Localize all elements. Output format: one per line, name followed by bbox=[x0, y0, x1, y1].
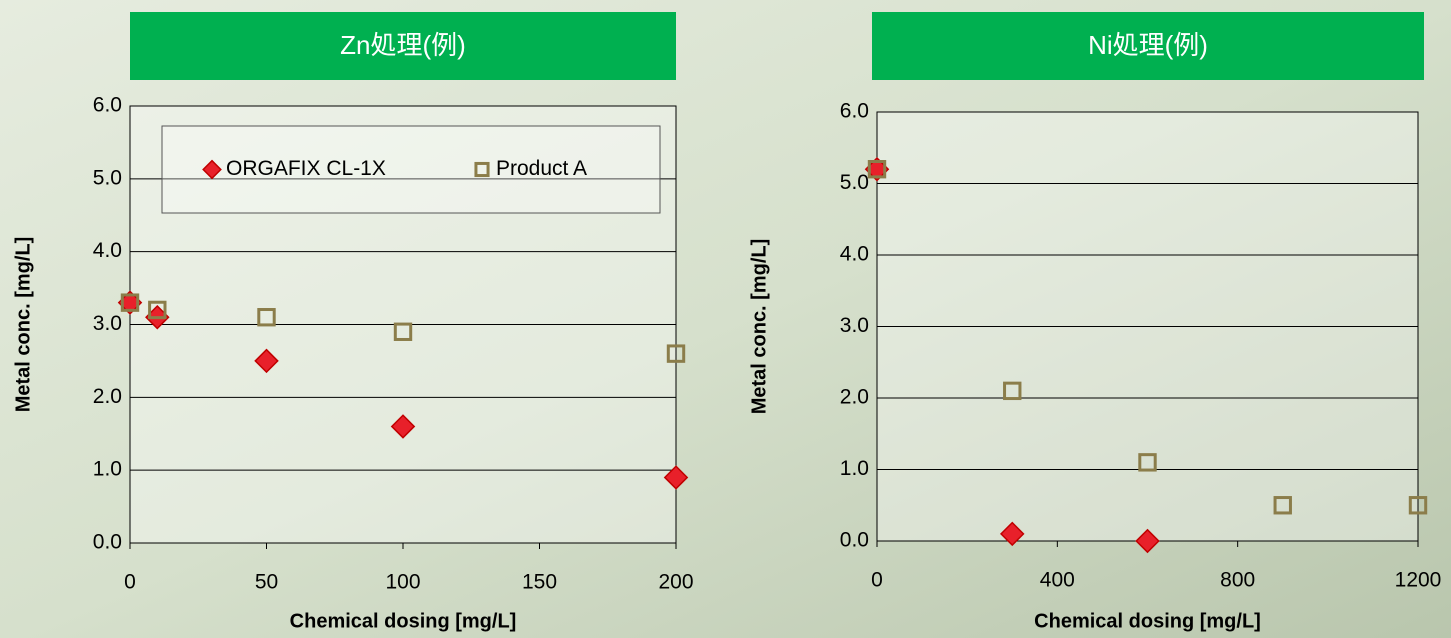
y-tick-label: 1.0 bbox=[840, 457, 869, 480]
y-axis-label: Metal conc. [mg/L] bbox=[748, 239, 770, 415]
y-tick-label: 3.0 bbox=[840, 314, 869, 337]
chart-title: Ni処理(例) bbox=[1088, 30, 1208, 60]
y-tick-label: 2.0 bbox=[840, 386, 869, 409]
x-tick-label: 200 bbox=[658, 571, 693, 594]
y-tick-label: 1.0 bbox=[93, 458, 122, 481]
y-tick-label: 0.0 bbox=[840, 529, 869, 552]
x-tick-label: 50 bbox=[255, 571, 278, 594]
x-axis-label: Chemical dosing [mg/L] bbox=[1034, 610, 1261, 632]
legend-label: Product A bbox=[496, 157, 587, 180]
y-axis-label: Metal conc. [mg/L] bbox=[12, 237, 34, 413]
y-tick-label: 5.0 bbox=[840, 171, 869, 194]
y-tick-label: 4.0 bbox=[93, 239, 122, 262]
y-tick-label: 5.0 bbox=[93, 166, 122, 189]
y-tick-label: 3.0 bbox=[93, 312, 122, 335]
y-tick-label: 0.0 bbox=[93, 531, 122, 554]
x-tick-label: 0 bbox=[124, 571, 136, 594]
y-tick-label: 6.0 bbox=[840, 100, 869, 123]
x-tick-label: 100 bbox=[385, 571, 420, 594]
x-tick-label: 1200 bbox=[1395, 569, 1442, 592]
x-tick-label: 0 bbox=[871, 569, 883, 592]
x-axis-label: Chemical dosing [mg/L] bbox=[290, 610, 517, 632]
y-tick-label: 6.0 bbox=[93, 94, 122, 117]
y-tick-label: 4.0 bbox=[840, 243, 869, 266]
page: Zn処理(例) 0.0 1.0 2.0 3.0 4.0 5.0 6.0 0 50 100 150 200… bbox=[0, 0, 1451, 638]
x-tick-label: 400 bbox=[1040, 569, 1075, 592]
chart-title: Zn処理(例) bbox=[340, 30, 466, 60]
x-tick-label: 150 bbox=[522, 571, 557, 594]
legend-label: ORGAFIX CL-1X bbox=[226, 157, 386, 180]
y-tick-label: 2.0 bbox=[93, 385, 122, 408]
x-tick-label: 800 bbox=[1220, 569, 1255, 592]
